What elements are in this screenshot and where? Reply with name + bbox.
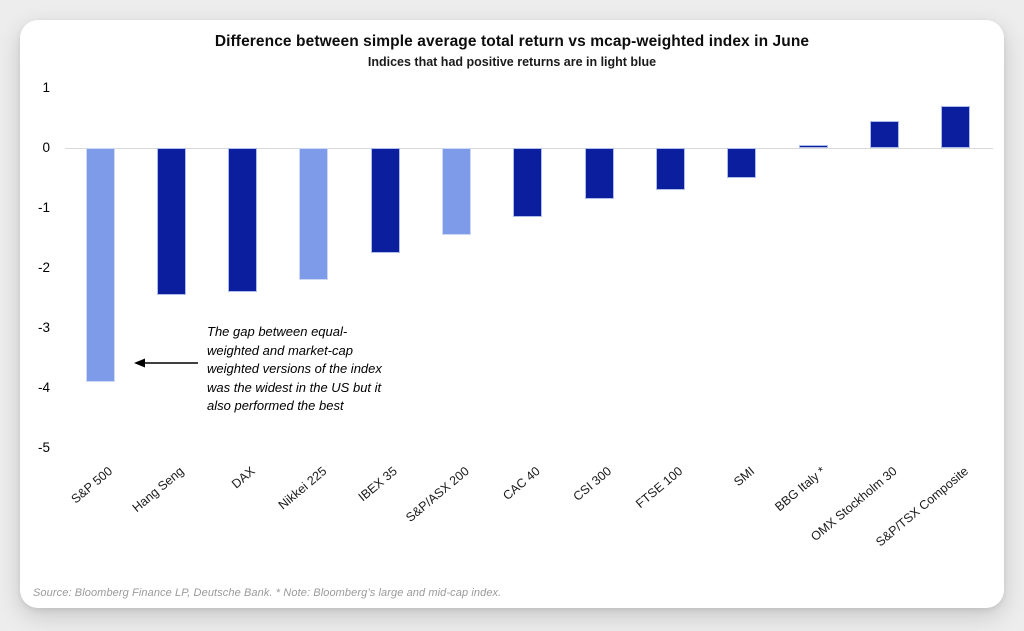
y-tick-label: -3 xyxy=(37,320,50,335)
bar-s-p-tsx-composite xyxy=(941,106,971,148)
x-tick-label: S&P/ASX 200 xyxy=(403,464,472,525)
annotation-line: weighted and market-cap xyxy=(207,342,353,358)
bar-bbg-italy xyxy=(798,145,828,148)
bar-s-p-asx-200 xyxy=(442,148,472,235)
source-note: Source: Bloomberg Finance LP, Deutsche B… xyxy=(33,587,502,599)
x-tick-label: BBG Italy * xyxy=(772,464,829,515)
bar-csi-300 xyxy=(584,148,614,199)
x-tick-label: S&P 500 xyxy=(68,464,115,507)
x-tick-label: FTSE 100 xyxy=(633,464,686,511)
x-tick-label: Hang Seng xyxy=(129,464,187,515)
bar-dax xyxy=(228,148,258,292)
bar-ibex-35 xyxy=(370,148,400,253)
x-tick-label: IBEX 35 xyxy=(356,464,401,505)
y-tick-label: -2 xyxy=(37,260,50,275)
bar-smi xyxy=(727,148,757,178)
x-tick-label: DAX xyxy=(228,464,258,492)
x-tick-label: CSI 300 xyxy=(570,464,615,504)
bar-ftse-100 xyxy=(656,148,686,190)
x-tick-label: SMI xyxy=(730,464,757,490)
chart-title: Difference between simple average total … xyxy=(214,33,810,50)
annotation-line: was the widest in the US but it xyxy=(207,379,382,395)
annotation-line: also performed the best xyxy=(207,398,344,413)
bar-hang-seng xyxy=(156,148,186,295)
annotation-line: weighted versions of the index xyxy=(207,361,382,376)
annotation-arrow-icon xyxy=(134,358,198,368)
bar-omx-stockholm-30 xyxy=(870,121,900,148)
bar-s-p-500 xyxy=(85,148,115,382)
y-tick-label: -1 xyxy=(37,200,50,215)
x-tick-label: CAC 40 xyxy=(500,464,543,503)
annotation-text: The gap between equal-weighted and marke… xyxy=(207,323,392,416)
annotation-line: The gap between equal- xyxy=(207,324,348,339)
chart-card: Difference between simple average total … xyxy=(20,20,1004,608)
x-tick-label: Nikkei 225 xyxy=(275,464,329,513)
y-tick-label: 1 xyxy=(42,80,50,95)
chart-subtitle: Indices that had positive returns are in… xyxy=(367,55,657,69)
y-tick-label: 0 xyxy=(42,140,50,155)
y-tick-label: -5 xyxy=(37,440,50,455)
y-tick-label: -4 xyxy=(37,380,50,395)
bar-nikkei-225 xyxy=(299,148,329,280)
bar-cac-40 xyxy=(513,148,543,217)
